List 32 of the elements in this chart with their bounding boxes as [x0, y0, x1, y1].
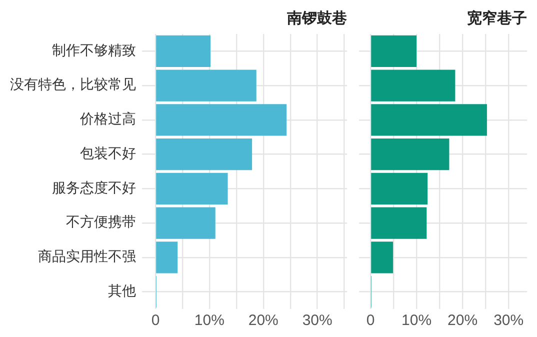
bar [371, 242, 394, 274]
x-tick-label: 10% [194, 312, 224, 330]
x-tick-label: 20% [248, 312, 278, 330]
x-tick-label: 0 [366, 312, 375, 330]
y-tick-label: 服务态度不好 [52, 180, 136, 196]
bar [371, 172, 428, 204]
bar [156, 207, 216, 239]
x-tick-label: 0 [151, 312, 160, 330]
bar [371, 70, 456, 102]
bar [371, 207, 427, 239]
y-tick-label: 包装不好 [80, 146, 136, 162]
y-tick-label: 不方便携带 [66, 214, 136, 231]
bar [371, 35, 417, 67]
bar [156, 35, 211, 67]
y-tick-label: 价格过高 [79, 112, 136, 128]
y-tick-label: 其他 [108, 283, 136, 300]
x-tick-label: 20% [448, 312, 478, 330]
bar [371, 138, 450, 170]
x-tick-label: 10% [402, 312, 432, 330]
y-tick-label: 没有特色，比较常见 [10, 77, 136, 94]
y-tick-label: 制作不够精致 [52, 42, 136, 59]
y-tick-label: 商品实用性不强 [38, 249, 136, 266]
bar [156, 138, 252, 170]
bar [156, 242, 178, 274]
chart-title: 南锣鼓巷 [286, 8, 347, 27]
bar [156, 70, 256, 102]
chart-title: 宽窄巷子 [467, 8, 527, 27]
bar [371, 104, 487, 136]
x-tick-label: 30% [302, 312, 332, 330]
bar [156, 104, 287, 136]
x-tick-label: 30% [494, 312, 524, 330]
bar [156, 172, 228, 204]
